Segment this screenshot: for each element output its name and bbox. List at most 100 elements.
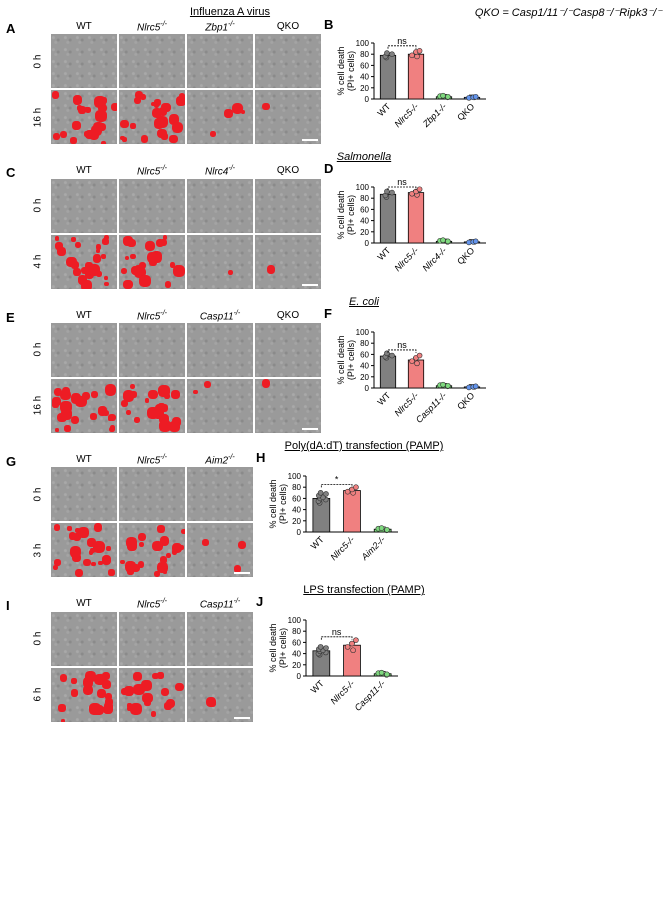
chart-J: 020406080100% cell death(PI+ cells)WTNlr…: [264, 606, 404, 716]
panel-row-EF: EWTNlrc5-/-Casp11-/-QKO0 h16 hF020406080…: [6, 310, 662, 434]
section-title: LPS transfection (PAMP): [66, 584, 662, 596]
panel-letter: G: [6, 454, 16, 469]
col-header: Nlrc4-/-: [186, 165, 254, 177]
svg-text:20: 20: [292, 661, 301, 670]
svg-text:% cell death(PI+ cells): % cell death(PI+ cells): [268, 479, 288, 528]
qko-definition: QKO = Casp1/11⁻/⁻Casp8⁻/⁻Ripk3⁻/⁻: [374, 6, 662, 19]
image-grid-C: WTNlrc5-/-Nlrc4-/-QKO0 h4 h: [26, 165, 322, 289]
micrograph-cell: [50, 89, 118, 145]
micrograph-cell: [118, 33, 186, 89]
svg-text:% cell death(PI+ cells): % cell death(PI+ cells): [336, 191, 356, 240]
micrograph-cell: [186, 322, 254, 378]
micrograph-cell: [186, 378, 254, 434]
micrograph-cell: [186, 611, 254, 667]
col-header: QKO: [254, 310, 322, 322]
svg-text:ns: ns: [397, 340, 407, 350]
micrograph-cell: [186, 89, 254, 145]
chart-D: 020406080100% cell death(PI+ cells)WTNlr…: [332, 173, 492, 283]
micrograph-cell: [118, 178, 186, 234]
micrograph-cell: [118, 378, 186, 434]
svg-text:QKO: QKO: [455, 101, 476, 122]
svg-text:WT: WT: [375, 390, 392, 407]
micrograph-cell: [186, 178, 254, 234]
svg-text:Nlrc5-/-: Nlrc5-/-: [392, 246, 420, 274]
panel-row-CD: CWTNlrc5-/-Nlrc4-/-QKO0 h4 hD02040608010…: [6, 165, 662, 289]
svg-text:60: 60: [360, 61, 369, 70]
chart-H: 020406080100% cell death(PI+ cells)WTNlr…: [264, 462, 404, 572]
svg-text:20: 20: [292, 517, 301, 526]
svg-text:WT: WT: [375, 101, 392, 118]
svg-text:ns: ns: [397, 177, 407, 187]
micrograph-cell: [50, 178, 118, 234]
svg-text:WT: WT: [309, 678, 326, 695]
svg-text:0: 0: [297, 672, 302, 681]
svg-text:QKO: QKO: [455, 390, 476, 411]
micrograph-cell: [50, 378, 118, 434]
svg-text:ns: ns: [397, 36, 407, 46]
svg-text:WT: WT: [375, 245, 392, 262]
row-label: 0 h: [33, 338, 44, 362]
col-header: WT: [50, 165, 118, 177]
micrograph-cell: [118, 89, 186, 145]
svg-text:Nlrc5-/-: Nlrc5-/-: [392, 101, 420, 129]
svg-text:100: 100: [356, 39, 370, 48]
svg-text:0: 0: [297, 528, 302, 537]
micrograph-cell: [186, 234, 254, 290]
svg-text:80: 80: [360, 195, 369, 204]
micrograph-cell: [254, 89, 322, 145]
panel-row-AB: AWTNlrc5-/-Zbp1-/-QKO0 h16 hB02040608010…: [6, 21, 662, 145]
image-grid-A: WTNlrc5-/-Zbp1-/-QKO0 h16 h: [26, 21, 322, 145]
svg-text:% cell death(PI+ cells): % cell death(PI+ cells): [336, 335, 356, 384]
scale-bar: [234, 572, 250, 574]
panel-letter: E: [6, 310, 15, 325]
svg-text:100: 100: [356, 183, 370, 192]
scale-bar: [234, 717, 250, 719]
svg-text:100: 100: [288, 472, 302, 481]
figure-container: Influenza A virus QKO = Casp1/11⁻/⁻Casp8…: [0, 0, 668, 916]
svg-text:40: 40: [360, 73, 369, 82]
col-header: Nlrc5-/-: [118, 21, 186, 33]
section-title: Poly(dA:dT) transfection (PAMP): [66, 440, 662, 452]
col-header: Nlrc5-/-: [118, 454, 186, 466]
svg-text:60: 60: [292, 639, 301, 648]
panel-letter: C: [6, 165, 15, 180]
panel-letter: I: [6, 598, 10, 613]
row-label: 16 h: [33, 105, 44, 129]
panel-letter: A: [6, 21, 15, 36]
svg-text:80: 80: [292, 628, 301, 637]
micrograph-cell: [186, 522, 254, 578]
col-header: Casp11-/-: [186, 310, 254, 322]
row-label: 4 h: [33, 250, 44, 274]
svg-text:0: 0: [365, 95, 370, 104]
svg-text:% cell death(PI+ cells): % cell death(PI+ cells): [268, 624, 288, 673]
micrograph-cell: [186, 667, 254, 723]
svg-text:Casp11-/-: Casp11-/-: [414, 390, 449, 425]
svg-text:40: 40: [360, 217, 369, 226]
scale-bar: [302, 284, 318, 286]
svg-text:60: 60: [360, 350, 369, 359]
micrograph-cell: [50, 667, 118, 723]
row-label: 0 h: [33, 627, 44, 651]
section-title: Salmonella: [66, 151, 662, 163]
svg-text:% cell death(PI+ cells): % cell death(PI+ cells): [336, 46, 356, 95]
svg-text:20: 20: [360, 372, 369, 381]
svg-text:ns: ns: [332, 627, 342, 637]
micrograph-cell: [254, 178, 322, 234]
micrograph-cell: [254, 234, 322, 290]
micrograph-cell: [50, 522, 118, 578]
row-label: 16 h: [33, 394, 44, 418]
chart-F: 020406080100% cell death(PI+ cells)WTNlr…: [332, 318, 492, 428]
svg-text:0: 0: [365, 384, 370, 393]
panel-row-GH: GWTNlrc5-/-Aim2-/-0 h3 hH020406080100% c…: [6, 454, 662, 578]
svg-text:40: 40: [292, 650, 301, 659]
svg-text:Zbp1-/-: Zbp1-/-: [420, 101, 448, 129]
row-label: 6 h: [33, 683, 44, 707]
svg-text:60: 60: [360, 206, 369, 215]
chart-B: 020406080100% cell death(PI+ cells)WTNlr…: [332, 29, 492, 139]
svg-text:80: 80: [292, 483, 301, 492]
col-header: Zbp1-/-: [186, 21, 254, 33]
scale-bar: [302, 428, 318, 430]
col-header: Nlrc5-/-: [118, 165, 186, 177]
micrograph-cell: [118, 611, 186, 667]
section-title: E. coli: [66, 296, 662, 308]
